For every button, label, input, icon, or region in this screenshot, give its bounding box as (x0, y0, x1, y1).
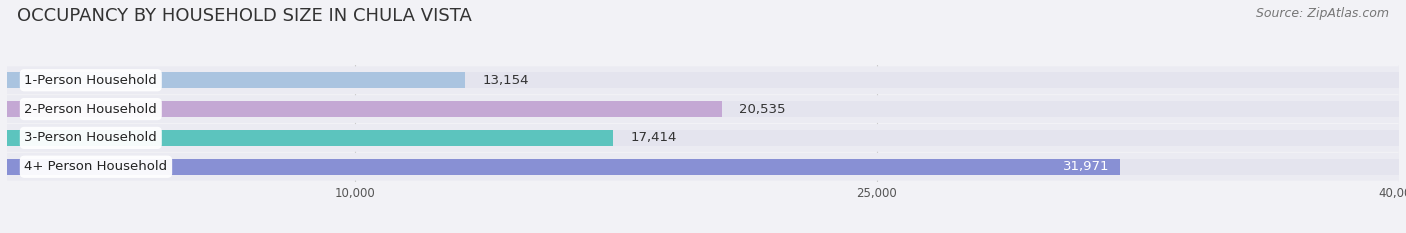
Bar (7, 101, 721, 117)
Text: 13,154: 13,154 (482, 74, 529, 87)
Text: 31,971: 31,971 (1063, 160, 1109, 173)
FancyBboxPatch shape (7, 153, 1399, 181)
Text: 17,414: 17,414 (630, 131, 676, 144)
Text: Source: ZipAtlas.com: Source: ZipAtlas.com (1256, 7, 1389, 20)
Bar (7, 159, 1119, 175)
Bar (7, 130, 1399, 146)
Bar (7, 72, 465, 88)
Text: OCCUPANCY BY HOUSEHOLD SIZE IN CHULA VISTA: OCCUPANCY BY HOUSEHOLD SIZE IN CHULA VIS… (17, 7, 472, 25)
Text: 3-Person Household: 3-Person Household (24, 131, 157, 144)
Bar (7, 159, 1399, 175)
Bar (7, 72, 1399, 88)
Text: 4+ Person Household: 4+ Person Household (24, 160, 167, 173)
Text: 2-Person Household: 2-Person Household (24, 103, 157, 116)
FancyBboxPatch shape (7, 95, 1399, 123)
Text: 1-Person Household: 1-Person Household (24, 74, 157, 87)
Bar (7, 130, 613, 146)
FancyBboxPatch shape (7, 66, 1399, 94)
Bar (7, 101, 1399, 117)
Text: 20,535: 20,535 (740, 103, 786, 116)
FancyBboxPatch shape (7, 124, 1399, 152)
